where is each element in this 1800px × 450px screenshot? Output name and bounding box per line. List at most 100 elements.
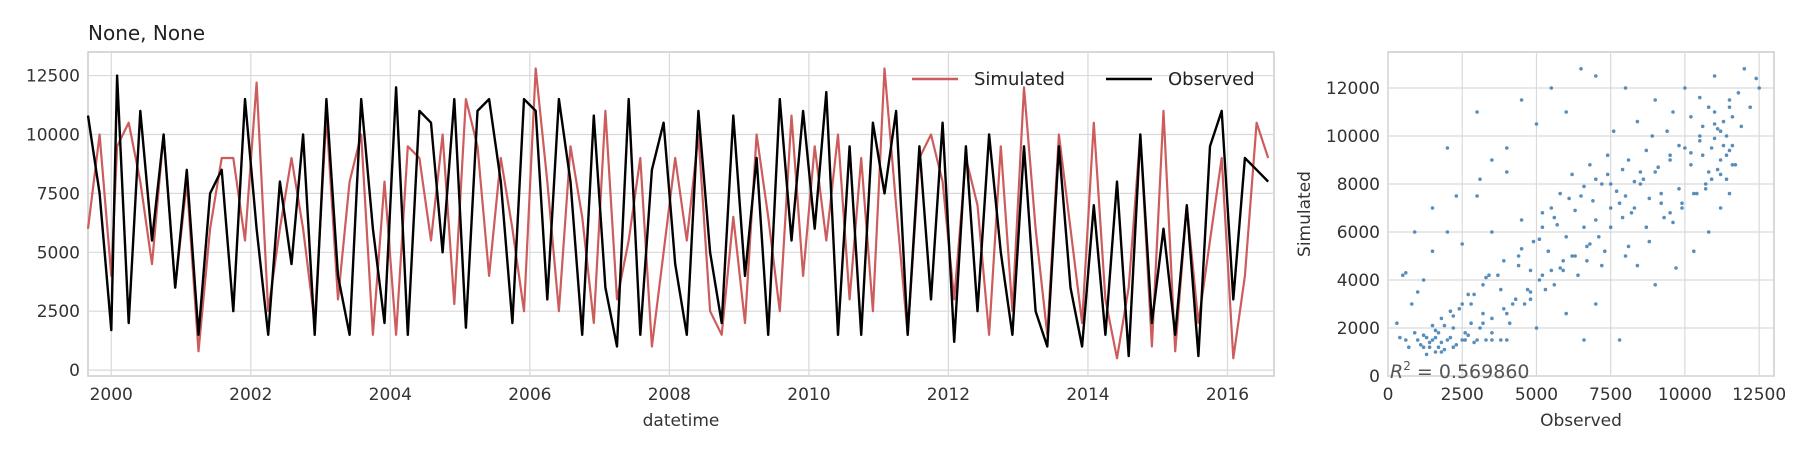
x-tick-label: 2014 [1066, 385, 1109, 405]
scatter-point [1585, 244, 1589, 249]
scatter-point [1674, 266, 1678, 270]
scatter-point [1534, 326, 1539, 330]
scatter-point [1421, 333, 1426, 338]
x-tick-label: 2016 [1206, 385, 1249, 405]
scatter-point [1680, 201, 1684, 205]
scatter-point [1475, 194, 1479, 198]
scatter-point [1445, 338, 1450, 342]
scatter-point [1439, 350, 1444, 354]
scatter-point [1706, 170, 1711, 174]
timeseries-lines [86, 67, 1270, 360]
scatter-x-tick-label: 2500 [1441, 385, 1484, 405]
scatter-point [1505, 170, 1509, 174]
scatter-point [1430, 206, 1435, 210]
scatter-point [1692, 191, 1696, 196]
scatter-point [1653, 170, 1657, 174]
scatter-point [1668, 153, 1672, 157]
r-symbol: R [1390, 361, 1403, 383]
scatter-point [1573, 208, 1577, 213]
scatter-point [1638, 182, 1643, 186]
x-tick-label: 2008 [648, 385, 691, 405]
scatter-point [1481, 311, 1485, 316]
y-tick-label: 7500 [37, 184, 80, 204]
scatter-point [1703, 182, 1708, 186]
x-tick-label: 2002 [229, 385, 272, 405]
scatter-point [1421, 278, 1426, 282]
scatter-point [1549, 86, 1554, 90]
scatter-point [1644, 225, 1649, 229]
scatter-point [1448, 335, 1453, 340]
scatter-point [1558, 266, 1562, 270]
scatter-point [1546, 249, 1551, 253]
scatter-point [1513, 297, 1518, 302]
scatter-point [1692, 249, 1696, 253]
scatter-point [1564, 235, 1568, 239]
scatter-point [1614, 189, 1619, 193]
scatter-point [1757, 86, 1761, 90]
scatter-point [1519, 247, 1524, 251]
timeseries-plot-area [87, 51, 1275, 377]
scatter-point [1730, 143, 1735, 148]
scatter-point [1721, 119, 1726, 124]
scatter-point [1644, 148, 1649, 153]
scatter-point [1700, 124, 1705, 129]
scatter-point [1647, 239, 1652, 244]
scatter-point [1608, 206, 1613, 210]
scatter-point [1641, 177, 1646, 181]
scatter-point [1611, 129, 1616, 133]
scatter-point [1715, 127, 1720, 131]
x-axis-label: datetime [643, 411, 720, 431]
legend-label: Observed [1168, 69, 1255, 90]
scatter-point [1505, 338, 1509, 342]
scatter-point [1537, 278, 1542, 282]
scatter-point [1528, 290, 1533, 294]
scatter-point [1671, 110, 1675, 114]
scatter-x-tick-label: 7500 [1589, 385, 1632, 405]
scatter-point [1653, 98, 1657, 102]
scatter-point [1418, 343, 1423, 347]
scatter-point [1463, 338, 1467, 342]
scatter-point [1481, 283, 1485, 287]
series-line-observed [86, 74, 1270, 358]
scatter-point [1430, 338, 1435, 342]
scatter-point [1748, 105, 1752, 109]
scatter-point [1490, 230, 1494, 234]
scatter-point [1410, 302, 1414, 306]
scatter-point [1499, 287, 1503, 292]
scatter-point [1712, 110, 1717, 114]
scatter-point [1424, 352, 1429, 357]
scatter-point [1709, 177, 1714, 181]
scatter-point [1412, 331, 1417, 335]
scatter-point [1718, 206, 1723, 210]
scatter-point [1472, 292, 1476, 297]
scatter-point [1683, 86, 1687, 90]
scatter-y-tick-label: 8000 [1337, 175, 1380, 195]
scatter-point [1516, 263, 1521, 268]
legend: Simulated Observed [912, 69, 1255, 90]
x-tick-label: 2010 [787, 385, 830, 405]
scatter-point [1709, 146, 1714, 150]
scatter-point [1436, 345, 1441, 350]
scatter-point [1635, 119, 1640, 124]
scatter-point [1671, 220, 1675, 225]
scatter-point [1516, 254, 1521, 258]
timeseries-x-tick-labels: 2000 2002 2004 2006 2008 2010 2012 2014 2016 [90, 385, 1250, 405]
scatter-point [1424, 335, 1429, 340]
scatter-point [1454, 194, 1459, 198]
scatter-point [1662, 215, 1666, 220]
scatter-point [1481, 321, 1485, 326]
scatter-y-tick-labels: 0 2000 4000 6000 8000 10000 12000 [1326, 79, 1380, 387]
scatter-y-tick-label: 12000 [1326, 79, 1380, 99]
scatter-point [1677, 143, 1681, 148]
scatter-point [1698, 95, 1702, 100]
scatter-point [1427, 345, 1432, 350]
scatter-point [1570, 254, 1574, 258]
scatter-point [1552, 283, 1557, 287]
scatter-point [1451, 314, 1456, 318]
scatter-point [1698, 134, 1702, 138]
scatter-point [1573, 254, 1577, 258]
scatter-point [1412, 230, 1417, 234]
scatter-point [1635, 263, 1640, 268]
scatter-point [1718, 158, 1723, 162]
scatter-point [1620, 167, 1625, 172]
